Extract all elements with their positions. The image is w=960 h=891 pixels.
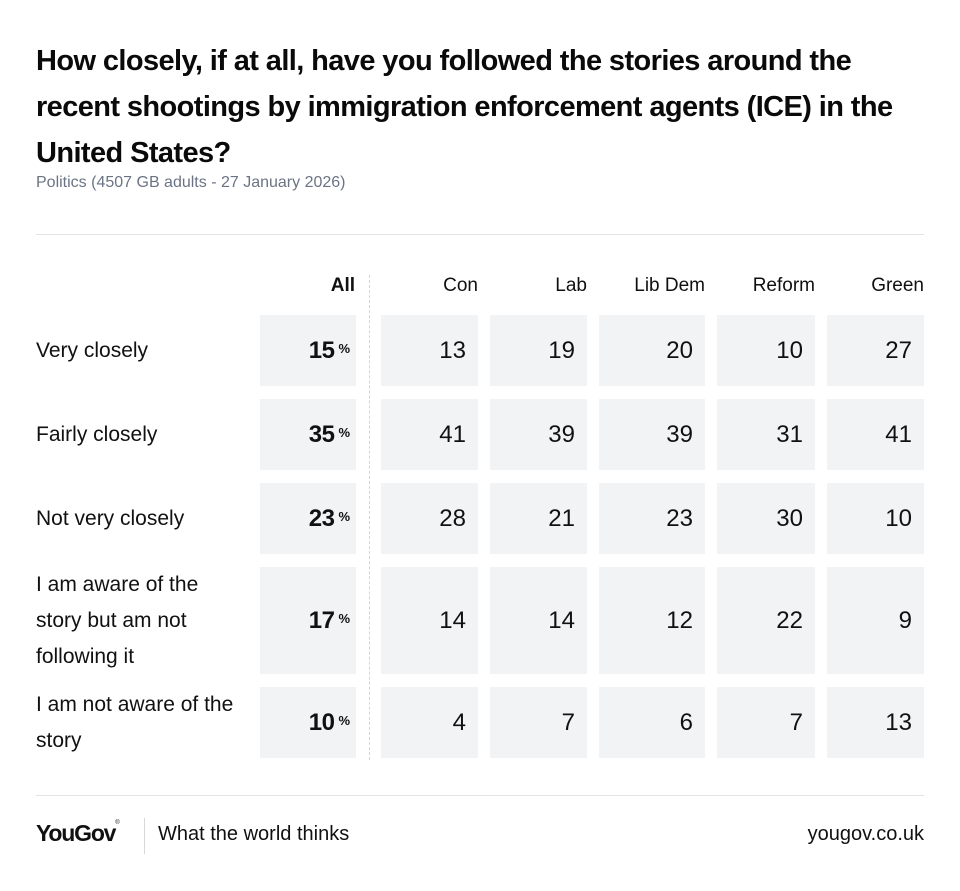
cell-value: 30 — [776, 504, 803, 532]
party-value-cell: 6 — [599, 687, 705, 758]
logo-text: YouGov — [36, 820, 116, 846]
cell-value: 17 — [308, 606, 335, 634]
header-divider — [36, 234, 924, 235]
cell-value: 12 — [666, 606, 693, 634]
cell-value: 23 — [666, 504, 693, 532]
row-label: I am aware of the story but am not follo… — [36, 572, 199, 668]
footer-separator — [144, 818, 145, 854]
party-value-cell: 13 — [381, 315, 478, 386]
cell-value: 13 — [885, 708, 912, 736]
row-label: Very closely — [36, 338, 149, 362]
party-value-cell: 23 — [599, 483, 705, 554]
column-header-con: Con — [443, 275, 478, 296]
party-value-cell: 39 — [599, 399, 705, 470]
percent-sign: % — [338, 611, 350, 626]
party-value-cell: 7 — [490, 687, 587, 758]
column-header-green: Green — [871, 275, 924, 296]
party-value-cell: 30 — [717, 483, 815, 554]
cell-value: 14 — [548, 606, 575, 634]
cell-value: 28 — [439, 504, 466, 532]
party-value-cell: 39 — [490, 399, 587, 470]
row-label: Fairly closely — [36, 422, 158, 446]
footer-divider — [36, 795, 924, 796]
cell-value: 41 — [885, 420, 912, 448]
cell-value: 4 — [452, 708, 466, 736]
cell-value: 15 — [308, 336, 335, 364]
party-value-cell: 14 — [490, 567, 587, 674]
cell-value: 31 — [776, 420, 803, 448]
cell-value: 9 — [898, 606, 912, 634]
cell-value: 35 — [308, 420, 335, 448]
cell-value: 7 — [561, 708, 575, 736]
cell-value: 14 — [439, 606, 466, 634]
site-link[interactable]: yougov.co.uk — [807, 823, 924, 845]
row-label: Not very closely — [36, 506, 185, 530]
cell-value: 23 — [308, 504, 335, 532]
party-value-cell: 20 — [599, 315, 705, 386]
cell-value: 39 — [666, 420, 693, 448]
cell-value: 10 — [776, 336, 803, 364]
party-value-cell: 41 — [381, 399, 478, 470]
cell-value: 13 — [439, 336, 466, 364]
row-label: I am not aware of the story — [36, 692, 234, 752]
party-value-cell: 41 — [827, 399, 924, 470]
party-value-cell: 22 — [717, 567, 815, 674]
all-value-cell: 35% — [260, 399, 356, 470]
cell-value: 7 — [789, 708, 803, 736]
party-value-cell: 12 — [599, 567, 705, 674]
party-value-cell: 31 — [717, 399, 815, 470]
party-value-cell: 13 — [827, 687, 924, 758]
cell-value: 10 — [308, 708, 335, 736]
party-value-cell: 10 — [717, 315, 815, 386]
cell-value: 41 — [439, 420, 466, 448]
percent-sign: % — [338, 713, 350, 728]
all-column-divider — [369, 275, 370, 760]
percent-sign: % — [338, 509, 350, 524]
party-value-cell: 7 — [717, 687, 815, 758]
chart-subtitle: Politics (4507 GB adults - 27 January 20… — [36, 174, 346, 191]
cell-value: 6 — [679, 708, 693, 736]
column-header-lab: Lab — [555, 275, 587, 296]
cell-value: 22 — [776, 606, 803, 634]
party-value-cell: 19 — [490, 315, 587, 386]
party-value-cell: 27 — [827, 315, 924, 386]
party-value-cell: 9 — [827, 567, 924, 674]
party-value-cell: 4 — [381, 687, 478, 758]
column-header-lib-dem: Lib Dem — [634, 275, 705, 296]
column-header-reform: Reform — [752, 275, 815, 296]
cell-value: 27 — [885, 336, 912, 364]
percent-sign: % — [338, 425, 350, 440]
cell-value: 39 — [548, 420, 575, 448]
cell-value: 20 — [666, 336, 693, 364]
party-value-cell: 28 — [381, 483, 478, 554]
cell-value: 10 — [885, 504, 912, 532]
all-value-cell: 17% — [260, 567, 356, 674]
all-value-cell: 10% — [260, 687, 356, 758]
all-value-cell: 23% — [260, 483, 356, 554]
tagline: What the world thinks — [158, 823, 350, 845]
party-value-cell: 14 — [381, 567, 478, 674]
party-value-cell: 21 — [490, 483, 587, 554]
cell-value: 21 — [548, 504, 575, 532]
cell-value: 19 — [548, 336, 575, 364]
chart-title: How closely, if at all, have you followe… — [36, 45, 893, 169]
percent-sign: % — [338, 341, 350, 356]
registered-mark: ® — [115, 820, 120, 826]
yougov-logo: YouGov® — [36, 820, 120, 847]
column-header-all: All — [330, 275, 355, 296]
all-value-cell: 15% — [260, 315, 356, 386]
party-value-cell: 10 — [827, 483, 924, 554]
